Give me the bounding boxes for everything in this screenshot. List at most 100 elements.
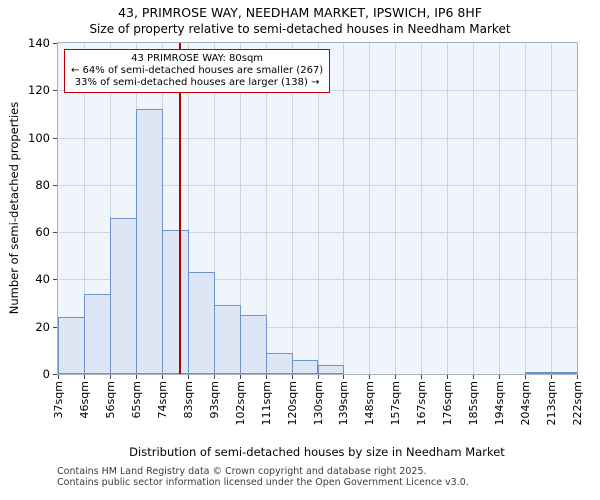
x-tick-mark <box>265 375 267 379</box>
y-tick-mark <box>53 90 57 92</box>
x-tick-label-text: 222sqm <box>571 381 584 426</box>
y-tick-mark <box>53 326 57 328</box>
gridline-vertical <box>473 43 475 374</box>
bar <box>265 352 293 374</box>
annotation-box: 43 PRIMROSE WAY: 80sqm ← 64% of semi-det… <box>64 49 331 93</box>
x-tick-label-text: 102sqm <box>233 381 247 426</box>
gridline-horizontal <box>58 326 577 328</box>
x-axis-label: Distribution of semi-detached houses by … <box>129 445 505 459</box>
bar <box>213 305 241 374</box>
x-tick-label-text: 204sqm <box>519 381 533 426</box>
bar <box>135 109 163 374</box>
gridline-vertical <box>447 43 449 374</box>
x-tick-mark <box>447 375 449 379</box>
gridline-vertical <box>265 43 267 374</box>
gridline-horizontal <box>58 279 577 281</box>
gridline-vertical <box>369 43 371 374</box>
bar <box>291 359 319 374</box>
y-tick-label: 0 <box>42 367 50 381</box>
x-tick-label-text: 83sqm <box>181 381 195 419</box>
x-tick-label-text: 176sqm <box>441 381 455 426</box>
gridline-vertical <box>83 43 85 374</box>
gridline-vertical <box>551 43 553 374</box>
annotation-line-3: 33% of semi-detached houses are larger (… <box>74 77 320 88</box>
gridline-vertical <box>291 43 293 374</box>
gridline-vertical <box>317 43 319 374</box>
gridline-vertical <box>499 43 501 374</box>
x-tick-mark <box>109 375 111 379</box>
x-tick-mark <box>291 375 293 379</box>
footer-line-2: Contains public sector information licen… <box>57 477 469 488</box>
y-tick-label: 80 <box>35 177 50 192</box>
x-tick-label-text: 130sqm <box>311 381 325 426</box>
x-tick-mark <box>577 375 578 379</box>
x-tick-mark <box>343 375 345 379</box>
gridline-vertical <box>421 43 423 374</box>
gridline-vertical <box>395 43 397 374</box>
gridline-vertical <box>343 43 345 374</box>
bar <box>187 272 215 374</box>
x-tick-label-text: 148sqm <box>363 381 377 426</box>
gridline-horizontal <box>58 137 577 139</box>
y-tick-mark <box>53 43 57 44</box>
x-tick-mark <box>58 375 59 379</box>
x-tick-label-text: 120sqm <box>285 381 299 426</box>
x-tick-mark <box>499 375 501 379</box>
y-tick-label: 20 <box>35 319 50 334</box>
x-tick-mark <box>473 375 475 379</box>
x-tick-label-text: 185sqm <box>467 381 481 426</box>
x-tick-label-text: 213sqm <box>545 381 559 426</box>
y-tick-label: 60 <box>35 225 50 240</box>
x-tick-mark <box>551 375 553 379</box>
x-tick-mark <box>525 375 527 379</box>
x-tick-mark <box>239 375 241 379</box>
gridline-vertical <box>213 43 215 374</box>
gridline-vertical <box>187 43 189 374</box>
x-tick-label-text: 46sqm <box>77 381 91 419</box>
x-tick-label-text: 37sqm <box>52 381 65 419</box>
x-tick-mark <box>369 375 371 379</box>
x-tick-label-text: 111sqm <box>259 381 273 426</box>
x-tick-mark <box>135 375 137 379</box>
x-tick-label-text: 167sqm <box>415 381 429 426</box>
x-tick-mark <box>395 375 397 379</box>
x-tick-label-text: 56sqm <box>103 381 117 419</box>
bar <box>58 317 85 374</box>
x-tick-mark <box>213 375 215 379</box>
gridline-horizontal <box>58 184 577 186</box>
y-tick-mark <box>53 137 57 139</box>
bar <box>551 371 577 374</box>
y-tick-mark <box>53 184 57 186</box>
x-tick-label-text: 93sqm <box>207 381 221 419</box>
x-tick-mark <box>187 375 189 379</box>
x-tick-label-text: 194sqm <box>493 381 507 426</box>
bar <box>161 229 189 374</box>
gridline-vertical <box>525 43 527 374</box>
y-tick-label: 140 <box>28 36 50 50</box>
x-tick-mark <box>161 375 163 379</box>
y-tick-mark <box>53 374 57 375</box>
bar <box>239 314 267 374</box>
footer-line-1: Contains HM Land Registry data © Crown c… <box>57 466 427 477</box>
x-tick-label-text: 65sqm <box>129 381 143 419</box>
page-title: 43, PRIMROSE WAY, NEEDHAM MARKET, IPSWIC… <box>118 5 482 20</box>
x-tick-label-text: 157sqm <box>389 381 403 426</box>
y-tick-mark <box>53 279 57 281</box>
page-subtitle: Size of property relative to semi-detach… <box>89 22 511 36</box>
gridline-vertical <box>239 43 241 374</box>
bar <box>109 217 137 374</box>
marker-line <box>179 43 181 374</box>
y-tick-label: 100 <box>28 130 50 145</box>
annotation-line-2: ← 64% of semi-detached houses are smalle… <box>71 65 324 76</box>
x-tick-mark <box>421 375 423 379</box>
bar <box>317 364 345 374</box>
x-tick-mark <box>317 375 319 379</box>
x-tick-mark <box>83 375 85 379</box>
y-tick-label: 40 <box>35 272 50 287</box>
annotation-line-1: 43 PRIMROSE WAY: 80sqm <box>131 53 264 64</box>
x-tick-label-text: 74sqm <box>155 381 169 419</box>
y-tick-mark <box>53 232 57 234</box>
gridline-vertical <box>109 43 111 374</box>
y-tick-label: 120 <box>28 83 50 98</box>
bar <box>525 371 553 374</box>
